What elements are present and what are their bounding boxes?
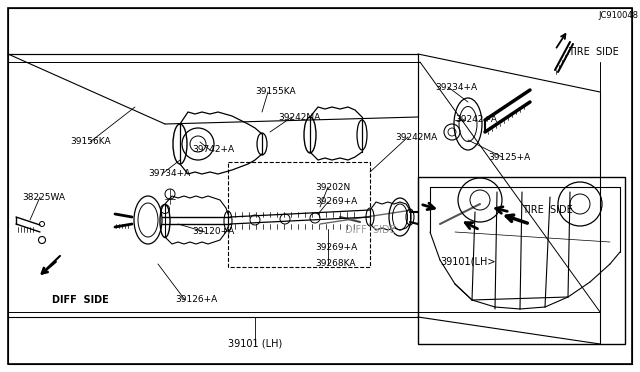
Text: 38225WA: 38225WA xyxy=(22,192,65,202)
Bar xyxy=(228,162,370,267)
Text: 39125+A: 39125+A xyxy=(488,153,531,161)
Text: 39242+A: 39242+A xyxy=(455,115,497,125)
Text: 39734+A: 39734+A xyxy=(148,170,190,179)
Text: DIFF  SIDE: DIFF SIDE xyxy=(345,225,396,235)
Text: 39269+A: 39269+A xyxy=(315,198,357,206)
Text: 39269+A: 39269+A xyxy=(315,243,357,251)
Bar xyxy=(418,177,625,344)
Text: 39202N: 39202N xyxy=(315,183,350,192)
Text: 39242MA: 39242MA xyxy=(395,132,437,141)
Text: 39242MA: 39242MA xyxy=(278,112,320,122)
Text: JC910048: JC910048 xyxy=(598,12,638,20)
Text: 39101 (LH): 39101 (LH) xyxy=(228,339,282,349)
Text: 39101(LH>: 39101(LH> xyxy=(440,257,495,267)
Text: TIRE  SIDE: TIRE SIDE xyxy=(522,205,573,215)
Text: 39742+A: 39742+A xyxy=(192,145,234,154)
Text: 39234+A: 39234+A xyxy=(435,83,477,92)
Text: 39120+A: 39120+A xyxy=(192,228,234,237)
Text: 39155KA: 39155KA xyxy=(255,87,296,96)
Text: 39126+A: 39126+A xyxy=(175,295,217,305)
Text: TIRE  SIDE: TIRE SIDE xyxy=(568,47,619,57)
Text: 39156KA: 39156KA xyxy=(70,138,111,147)
Text: DIFF  SIDE: DIFF SIDE xyxy=(52,295,109,305)
Text: 39268KA: 39268KA xyxy=(315,260,355,269)
